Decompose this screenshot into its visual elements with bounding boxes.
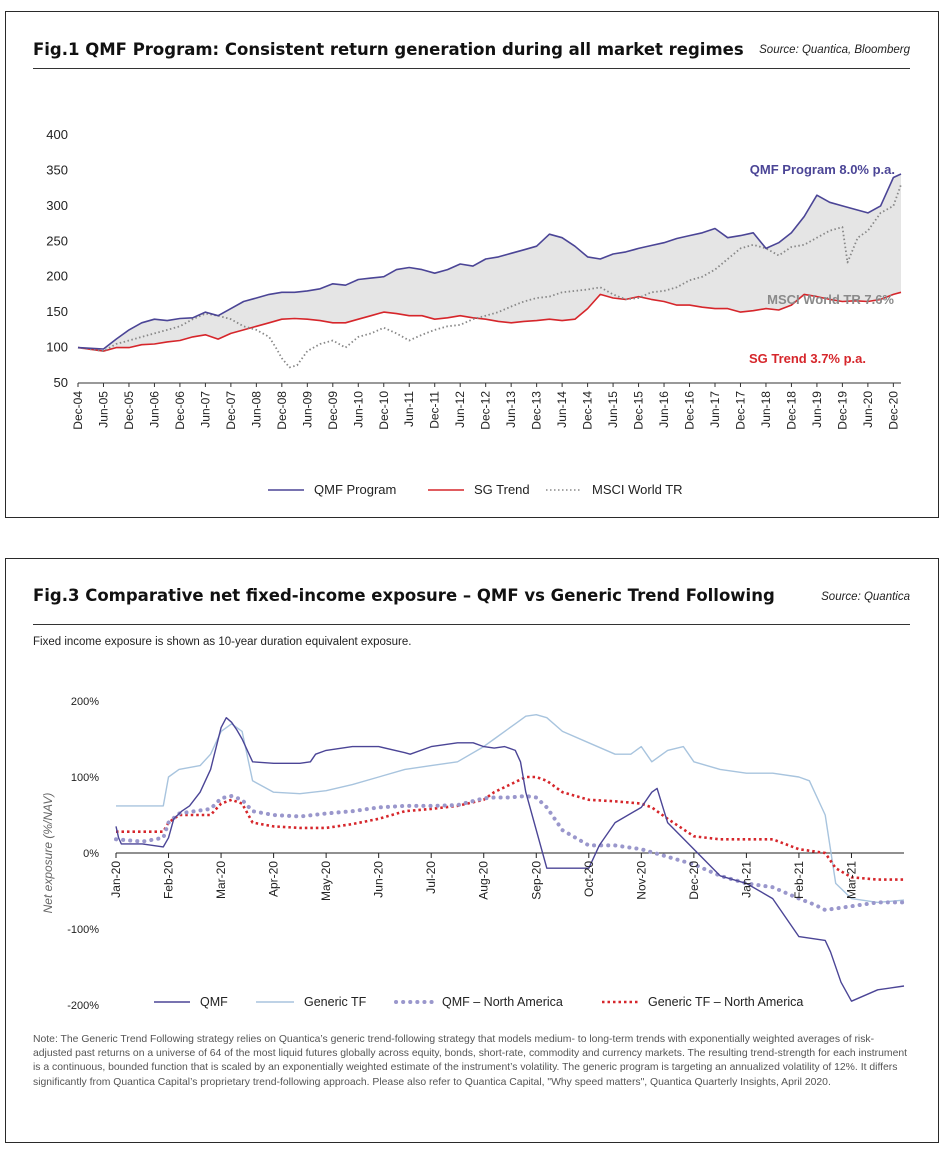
y-tick-label: -200% — [67, 1000, 99, 1012]
y-tick-label: 200% — [71, 696, 99, 708]
figure-3-title: Fig.3 Comparative net fixed-income expos… — [33, 586, 775, 605]
y-tick-label: 250 — [46, 233, 68, 248]
x-tick-label: Jun-12 — [453, 391, 467, 428]
legend-label-qmf-program: QMF Program — [314, 482, 396, 497]
x-tick-label: Jun-06 — [147, 391, 161, 428]
annotation-sg-trend: SG Trend 3.7% p.a. — [749, 351, 866, 366]
x-tick-label: Dec-06 — [173, 391, 187, 430]
series-line-qmf-program — [77, 173, 902, 350]
chart-3: 200% 100% 0% -100% -200% Net exposure (%/NAV)… — [41, 696, 906, 1012]
x-tick-label: Dec-19 — [835, 391, 849, 430]
chart-3-legend: QMF Generic TF QMF – North America Generic … — [154, 995, 803, 1009]
x-tick-label: Jun-10 — [351, 391, 365, 428]
area-between-qmf-sg — [78, 174, 901, 352]
legend-label-generic-tf: Generic TF — [304, 995, 367, 1009]
x-tick-label: Dec-07 — [224, 391, 238, 430]
series-line-qmf — [115, 717, 905, 1002]
legend-label-msci-world-tr: MSCI World TR — [592, 482, 683, 497]
x-tick-label: Feb-20 — [162, 861, 176, 899]
x-tick-label: Jun-11 — [402, 391, 416, 427]
y-tick-label: 300 — [46, 198, 68, 213]
x-tick-label: Jun-15 — [606, 391, 620, 428]
y-tick-label: 50 — [54, 375, 68, 390]
figure-1-title-rule — [33, 68, 910, 69]
x-tick-label: Dec-12 — [479, 391, 493, 430]
x-tick-label: Jan-21 — [739, 861, 753, 898]
annotation-msci-world: MSCI World TR 7.6% — [767, 292, 894, 307]
series-line-qmf-north-america — [114, 794, 906, 912]
x-tick-label: Dec-18 — [784, 391, 798, 430]
series-line-generic-tf — [116, 714, 905, 904]
x-tick-label: Jul-20 — [424, 861, 438, 894]
x-tick-label: Feb-21 — [792, 861, 806, 899]
x-tick-label: Jun-17 — [708, 391, 722, 428]
figure-3-panel: Fig.3 Comparative net fixed-income expos… — [5, 558, 939, 1143]
annotation-qmf-program: QMF Program 8.0% p.a. — [750, 162, 895, 177]
x-tick-label: Nov-20 — [634, 861, 648, 900]
x-tick-label: Dec-20 — [886, 391, 900, 430]
x-tick-label: Jun-20 — [861, 391, 875, 428]
y-tick-label: 0% — [83, 848, 99, 860]
x-tick-label: Jun-05 — [96, 391, 110, 428]
figure-3-source: Source: Quantica — [821, 591, 910, 603]
x-tick-label: May-20 — [319, 861, 333, 901]
x-tick-label: Dec-09 — [326, 391, 340, 430]
x-tick-label: Jun-07 — [198, 391, 212, 428]
x-tick-label: Mar-21 — [844, 861, 858, 899]
x-tick-label: Dec-11 — [428, 391, 442, 429]
x-tick-label: Jun-19 — [810, 391, 824, 428]
y-tick-label: 400 — [46, 127, 68, 142]
figure-3-subtitle: Fixed income exposure is shown as 10-yea… — [33, 636, 412, 648]
chart-1: 50 100 150 200 250 300 350 400 Dec-04 Jun-05 Dec-0… — [46, 127, 902, 497]
figure-1-source: Source: Quantica, Bloomberg — [759, 44, 910, 56]
x-tick-label: Jun-09 — [300, 391, 314, 428]
y-tick-label: 350 — [46, 162, 68, 177]
x-tick-label: Apr-20 — [267, 861, 281, 897]
x-tick-label: Jan-20 — [109, 861, 123, 898]
x-tick-label: Jun-08 — [249, 391, 263, 428]
x-tick-label: Jun-14 — [555, 391, 569, 428]
x-tick-label: Dec-08 — [275, 391, 289, 430]
x-tick-label: Mar-20 — [214, 861, 228, 899]
figure-1-panel: Fig.1 QMF Program: Consistent return gen… — [5, 11, 939, 518]
x-tick-label: Dec-14 — [581, 391, 595, 430]
y-tick-label: 100 — [46, 340, 68, 355]
x-tick-label: Sep-20 — [529, 861, 543, 900]
series-line-sg-trend — [77, 291, 902, 352]
x-tick-label: Dec-13 — [530, 391, 544, 430]
legend-label-sg-trend: SG Trend — [474, 482, 530, 497]
y-tick-label: -100% — [67, 924, 99, 936]
y-tick-label: 150 — [46, 304, 68, 319]
x-tick-label: Oct-20 — [582, 861, 596, 897]
x-tick-label: Dec-16 — [683, 391, 697, 430]
legend-label-qmf-north-america: QMF – North America — [442, 995, 563, 1009]
x-tick-label: Jun-16 — [657, 391, 671, 428]
figure-1-title: Fig.1 QMF Program: Consistent return gen… — [33, 40, 744, 59]
legend-label-generic-tf-north-america: Generic TF – North America — [648, 995, 803, 1009]
x-tick-label: Dec-04 — [71, 391, 85, 430]
x-tick-label: Dec-20 — [687, 861, 701, 900]
x-tick-label: Aug-20 — [477, 861, 491, 900]
x-tick-label: Dec-05 — [122, 391, 136, 430]
y-axis-label: Net exposure (%/NAV) — [41, 793, 55, 914]
chart-1-legend: QMF Program SG Trend MSCI World TR — [268, 482, 683, 497]
y-tick-label: 200 — [46, 269, 68, 284]
x-tick-label: Jun-20 — [372, 861, 386, 898]
x-tick-label: Jun-18 — [759, 391, 773, 428]
figure-3-title-rule — [33, 624, 910, 625]
x-tick-label: Dec-17 — [733, 391, 747, 430]
x-tick-label: Jun-13 — [504, 391, 518, 428]
x-tick-label: Dec-15 — [632, 391, 646, 430]
figure-3-note: Note: The Generic Trend Following strate… — [33, 1034, 908, 1088]
y-tick-label: 100% — [71, 772, 99, 784]
legend-label-qmf: QMF — [200, 995, 228, 1009]
series-line-generic-tf-north-america — [116, 775, 904, 881]
x-tick-label: Dec-10 — [377, 391, 391, 430]
